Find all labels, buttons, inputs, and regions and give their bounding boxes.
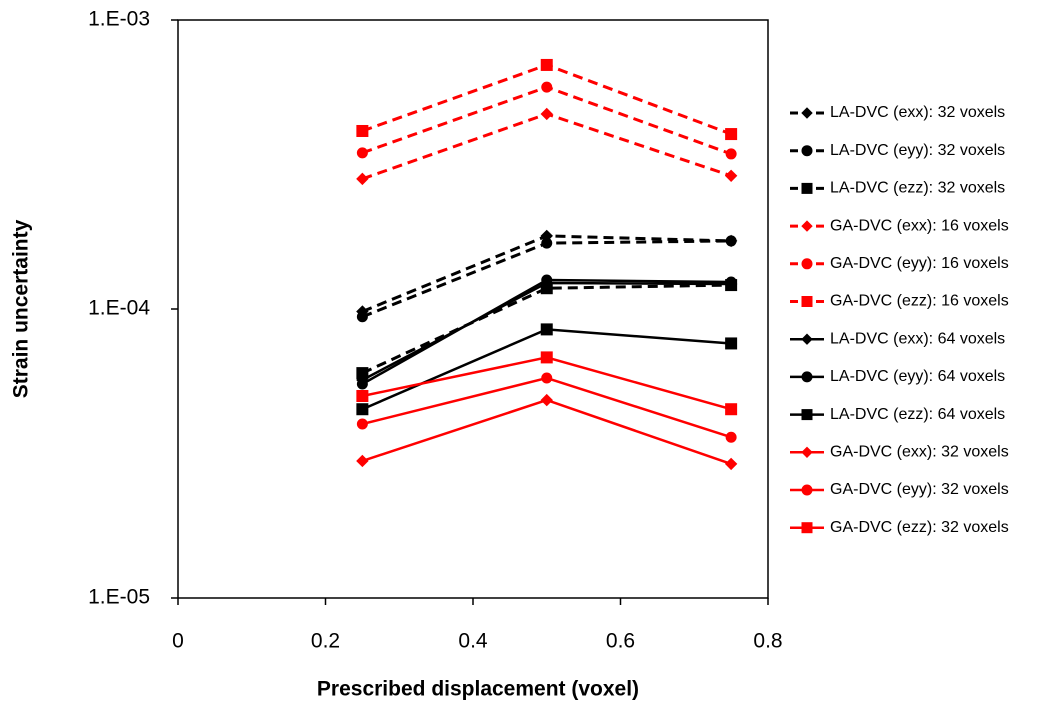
legend-marker <box>801 258 813 270</box>
marker <box>356 418 368 430</box>
marker <box>724 169 738 183</box>
x-tick-label: 0.6 <box>606 630 635 653</box>
legend-label: GA-DVC (exx): 16 voxels <box>830 217 1009 234</box>
marker <box>725 235 737 247</box>
marker <box>725 337 738 350</box>
marker <box>725 128 738 141</box>
legend-marker <box>801 333 813 345</box>
legend-marker <box>801 409 813 421</box>
marker <box>540 351 553 364</box>
legend-marker <box>801 296 813 307</box>
legend-label: GA-DVC (eyy): 32 voxels <box>830 481 1009 498</box>
legend-label: LA-DVC (eyy): 32 voxels <box>830 142 1005 159</box>
legend-label: LA-DVC (ezz): 32 voxels <box>830 180 1005 197</box>
legend-label: LA-DVC (exx): 64 voxels <box>830 330 1005 347</box>
marker <box>356 124 369 137</box>
legend-marker <box>801 220 813 232</box>
y-tick-label: 1.E-05 <box>88 586 150 609</box>
y-tick-label: 1.E-04 <box>88 297 150 320</box>
legend-label: GA-DVC (exx): 32 voxels <box>830 444 1009 461</box>
legend-label: GA-DVC (eyy): 16 voxels <box>830 255 1009 272</box>
x-tick-label: 0.4 <box>458 630 488 653</box>
marker <box>725 276 737 288</box>
legend-label: GA-DVC (ezz): 16 voxels <box>830 293 1009 310</box>
series-line <box>361 283 732 375</box>
marker <box>540 58 553 71</box>
series-line <box>361 63 732 136</box>
legend-label: LA-DVC (eyy): 64 voxels <box>830 368 1005 385</box>
x-axis-title: Prescribed displacement (voxel) <box>317 678 639 701</box>
legend-marker <box>801 484 813 496</box>
marker <box>356 311 368 323</box>
legend-label: LA-DVC (ezz): 64 voxels <box>830 406 1005 423</box>
legend-marker <box>801 107 813 119</box>
series-line <box>361 112 732 181</box>
legend-label: LA-DVC (exx): 32 voxels <box>830 104 1005 121</box>
marker <box>356 454 369 468</box>
y-axis-title: Strain uncertainty <box>10 219 33 398</box>
marker <box>356 389 369 402</box>
series-line <box>362 376 732 439</box>
x-tick-label: 0 <box>172 630 184 653</box>
legend-marker <box>801 522 813 534</box>
marker <box>356 403 369 416</box>
marker <box>540 107 553 121</box>
legend-label: GA-DVC (ezz): 32 voxels <box>830 519 1009 536</box>
y-tick-label: 1.E-03 <box>88 8 150 31</box>
marker <box>356 147 368 159</box>
plot-area <box>177 19 769 599</box>
legend-marker <box>801 371 813 383</box>
x-tick-label: 0.2 <box>311 630 340 653</box>
x-tick-label: 0.8 <box>753 630 782 653</box>
legend-marker <box>801 446 813 459</box>
marker <box>725 431 737 443</box>
series-line <box>361 85 732 156</box>
marker <box>541 237 553 249</box>
marker <box>724 457 738 471</box>
marker <box>725 148 737 160</box>
marker <box>541 81 553 93</box>
marker <box>356 172 369 186</box>
marker <box>540 393 553 407</box>
legend-marker <box>801 182 813 194</box>
marker <box>540 323 553 336</box>
marker <box>541 274 553 286</box>
marker <box>356 378 368 390</box>
marker <box>725 403 738 416</box>
marker <box>541 372 553 384</box>
legend-marker <box>801 145 813 157</box>
